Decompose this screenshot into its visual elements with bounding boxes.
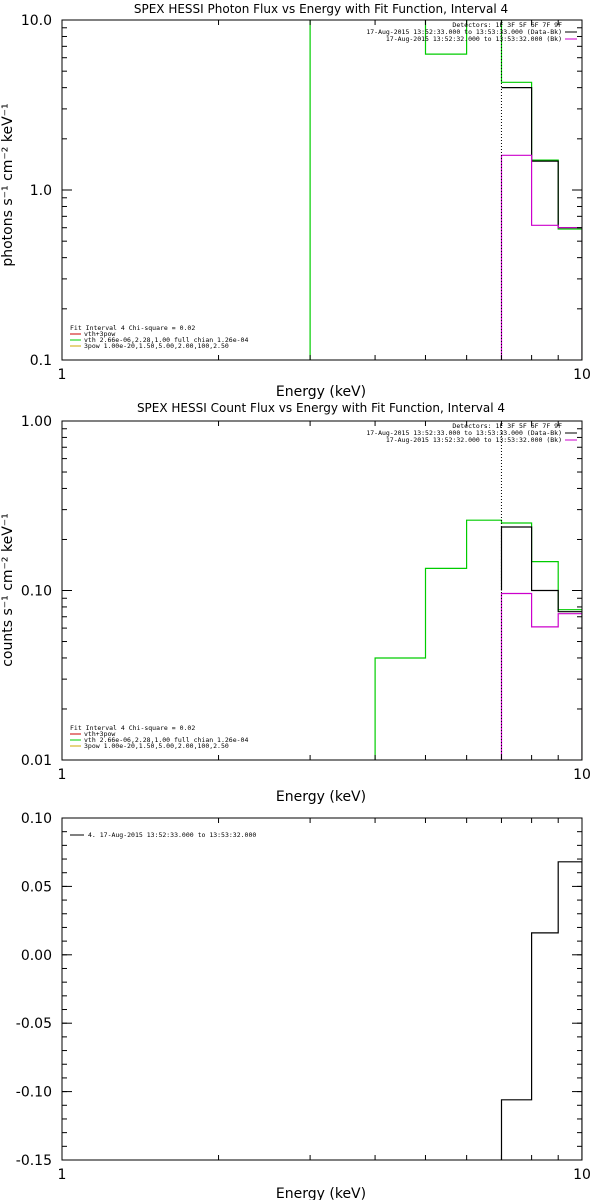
series-line-0 [500,861,582,1160]
fit-info-line: vth 2.66e-06,2.28,1.00 full chian 1.26e-… [84,336,248,344]
fit-info-line: 3pow 1.00e-20,1.50,5.00,2.00,100,2.50 [84,742,229,750]
legend-text: 4. 17-Aug-2015 13:52:33.000 to 13:53:32.… [88,831,256,839]
x-tick-label: 1 [58,767,67,783]
y-tick-label: -0.05 [16,1016,52,1032]
fit-info-line: Fit Interval 4 Chi-square = 0.02 [70,724,195,732]
series-line-0 [309,20,582,360]
y-tick-label: 0.05 [21,879,52,895]
y-tick-label: -0.10 [16,1085,52,1101]
plot-frame [61,420,583,761]
x-tick-label: 10 [573,367,591,383]
info-line: Detectors: 1F 3F 5F 6F 7F 9F [452,21,562,29]
fit-info-line: vth+3pow [84,330,115,338]
plot-frame [61,19,583,361]
y-tick-label: 0.01 [21,753,52,769]
y-tick-label: 0.00 [21,948,52,964]
x-tick-label: 10 [573,767,591,783]
series-line-0 [374,519,582,760]
y-axis-label: photons s⁻¹ cm⁻² keV⁻¹ [0,103,16,266]
count-flux-panel: SPEX HESSI Count Flux vs Energy with Fit… [0,401,591,805]
series-line-1 [500,526,582,613]
y-tick-label: 0.1 [30,353,52,369]
residual-panel: Energy (keV) 4. 17-Aug-2015 13:52:33.000… [16,811,591,1200]
x-tick-label: 10 [573,1167,591,1183]
plot-area: 1 10 0.1 1.0 10.0 Detectors: 1F 3F 5F 6F 7F 9… [21,13,591,383]
plot-frame [61,817,583,1161]
y-axis-label: counts s⁻¹ cm⁻² keV⁻¹ [0,513,16,667]
series-line-2 [500,154,582,360]
series-line-1 [501,86,582,229]
info-line: 17-Aug-2015 13:52:32.000 to 13:53:32.000… [386,35,562,43]
y-tick-label: -0.15 [16,1153,52,1169]
x-axis-label: Energy (keV) [276,384,366,400]
plot-area: 1 10 0.01 0.10 1.00 Detectors: 1F 3F 5F 6F 7F… [21,414,591,783]
chart-title: SPEX HESSI Count Flux vs Energy with Fit… [137,401,505,415]
y-tick-label: 1.00 [21,414,52,430]
info-line: 17-Aug-2015 13:52:33.000 to 13:53:33.000… [366,28,562,36]
x-tick-label: 1 [58,1167,67,1183]
fit-info-line: vth+3pow [84,730,115,738]
fit-info-line: 3pow 1.00e-20,1.50,5.00,2.00,100,2.50 [84,342,229,350]
chart-title: SPEX HESSI Photon Flux vs Energy with Fi… [134,2,508,16]
plot-area: 1 10 -0.15 -0.10 -0.05 0.00 0.05 0.10 [16,811,591,1183]
info-line: 17-Aug-2015 13:52:32.000 to 13:53:32.000… [386,436,562,444]
x-axis-label: Energy (keV) [276,789,366,805]
fit-info-line: vth 2.66e-06,2.28,1.00 full chian 1.26e-… [84,736,248,744]
photon-flux-panel: SPEX HESSI Photon Flux vs Energy with Fi… [0,2,591,400]
y-tick-label: 1.0 [30,183,52,199]
info-line: Detectors: 1F 3F 5F 6F 7F 9F [452,422,562,430]
fit-info-line: Fit Interval 4 Chi-square = 0.02 [70,324,195,332]
x-tick-label: 1 [58,367,67,383]
info-line: 17-Aug-2015 13:52:33.000 to 13:53:33.000… [366,429,562,437]
series-line-2 [500,592,582,760]
y-tick-label: 10.0 [21,13,52,29]
x-axis-label: Energy (keV) [276,1186,366,1200]
y-tick-label: 0.10 [21,811,52,827]
y-tick-label: 0.10 [21,584,52,600]
